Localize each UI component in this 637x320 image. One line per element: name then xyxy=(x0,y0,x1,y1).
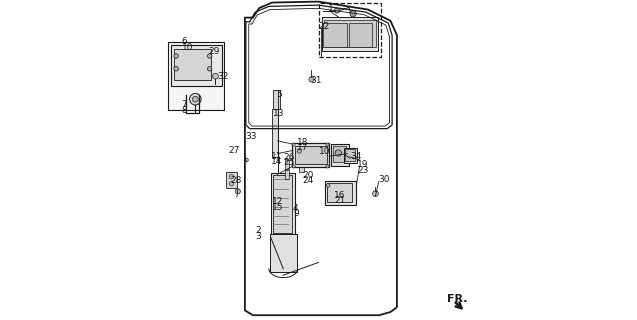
Circle shape xyxy=(326,184,330,188)
Text: 9: 9 xyxy=(293,209,299,218)
Text: 19: 19 xyxy=(357,160,368,169)
Text: 8: 8 xyxy=(182,106,187,115)
Text: 12: 12 xyxy=(272,197,283,206)
Text: 17: 17 xyxy=(297,143,308,152)
Circle shape xyxy=(326,165,329,168)
Circle shape xyxy=(192,96,198,102)
Bar xyxy=(324,20,376,47)
Bar xyxy=(331,144,349,166)
Bar xyxy=(325,181,356,205)
Bar xyxy=(270,234,297,272)
Text: 23: 23 xyxy=(357,166,368,175)
Circle shape xyxy=(297,149,301,153)
Text: 16: 16 xyxy=(334,191,345,200)
Circle shape xyxy=(292,165,295,168)
Circle shape xyxy=(208,54,212,58)
Text: 2: 2 xyxy=(255,226,261,235)
Circle shape xyxy=(245,158,248,162)
Text: 29: 29 xyxy=(208,47,220,56)
Text: 5: 5 xyxy=(276,90,282,99)
Text: 4: 4 xyxy=(293,204,299,212)
Bar xyxy=(348,23,373,47)
Circle shape xyxy=(174,67,178,71)
Bar xyxy=(299,147,304,159)
Circle shape xyxy=(235,189,240,194)
Bar xyxy=(327,183,352,202)
Text: 34: 34 xyxy=(350,152,361,161)
Bar xyxy=(324,23,347,47)
Text: 25: 25 xyxy=(283,158,295,167)
Bar xyxy=(272,109,278,157)
Circle shape xyxy=(350,11,356,17)
Bar xyxy=(292,143,329,167)
Text: 33: 33 xyxy=(245,132,257,140)
Text: 14: 14 xyxy=(271,157,282,166)
Bar xyxy=(273,90,280,109)
Bar xyxy=(226,172,236,188)
Text: 13: 13 xyxy=(273,109,285,118)
Bar xyxy=(344,148,357,163)
Bar xyxy=(318,3,381,57)
Text: 10: 10 xyxy=(318,147,330,156)
Bar xyxy=(285,160,289,169)
Text: 10: 10 xyxy=(182,43,193,52)
Text: 30: 30 xyxy=(378,175,390,184)
Bar xyxy=(273,175,292,233)
Text: 20: 20 xyxy=(303,171,314,180)
Text: 7: 7 xyxy=(182,100,187,109)
Text: 28: 28 xyxy=(231,176,242,185)
Circle shape xyxy=(229,174,234,179)
Circle shape xyxy=(335,150,341,156)
Text: 1: 1 xyxy=(328,4,334,12)
Circle shape xyxy=(309,77,314,82)
Bar xyxy=(322,17,378,51)
Bar xyxy=(345,149,355,161)
Text: 11: 11 xyxy=(271,152,282,161)
Circle shape xyxy=(213,73,218,79)
Bar xyxy=(294,146,327,164)
Text: 21: 21 xyxy=(334,196,345,205)
Circle shape xyxy=(208,67,212,71)
Bar xyxy=(271,173,294,237)
Circle shape xyxy=(229,181,234,186)
Circle shape xyxy=(326,143,329,146)
Text: 18: 18 xyxy=(297,138,308,147)
Text: 6: 6 xyxy=(182,37,187,46)
Text: 3: 3 xyxy=(255,232,261,241)
Text: 32: 32 xyxy=(217,72,229,81)
Bar xyxy=(168,42,224,110)
Text: 26: 26 xyxy=(283,153,295,162)
Bar xyxy=(171,45,222,86)
Bar xyxy=(285,170,289,179)
Text: 27: 27 xyxy=(228,146,240,155)
Bar xyxy=(299,159,304,172)
Text: 31: 31 xyxy=(310,76,322,84)
Bar xyxy=(174,49,211,80)
Circle shape xyxy=(292,143,295,146)
Circle shape xyxy=(373,191,378,196)
Circle shape xyxy=(190,93,201,105)
Bar xyxy=(333,146,346,162)
Text: 22: 22 xyxy=(318,22,330,31)
Circle shape xyxy=(174,54,178,58)
Text: 15: 15 xyxy=(272,203,283,212)
Text: 24: 24 xyxy=(303,176,314,185)
Text: FR.: FR. xyxy=(447,294,468,304)
Circle shape xyxy=(334,8,340,13)
